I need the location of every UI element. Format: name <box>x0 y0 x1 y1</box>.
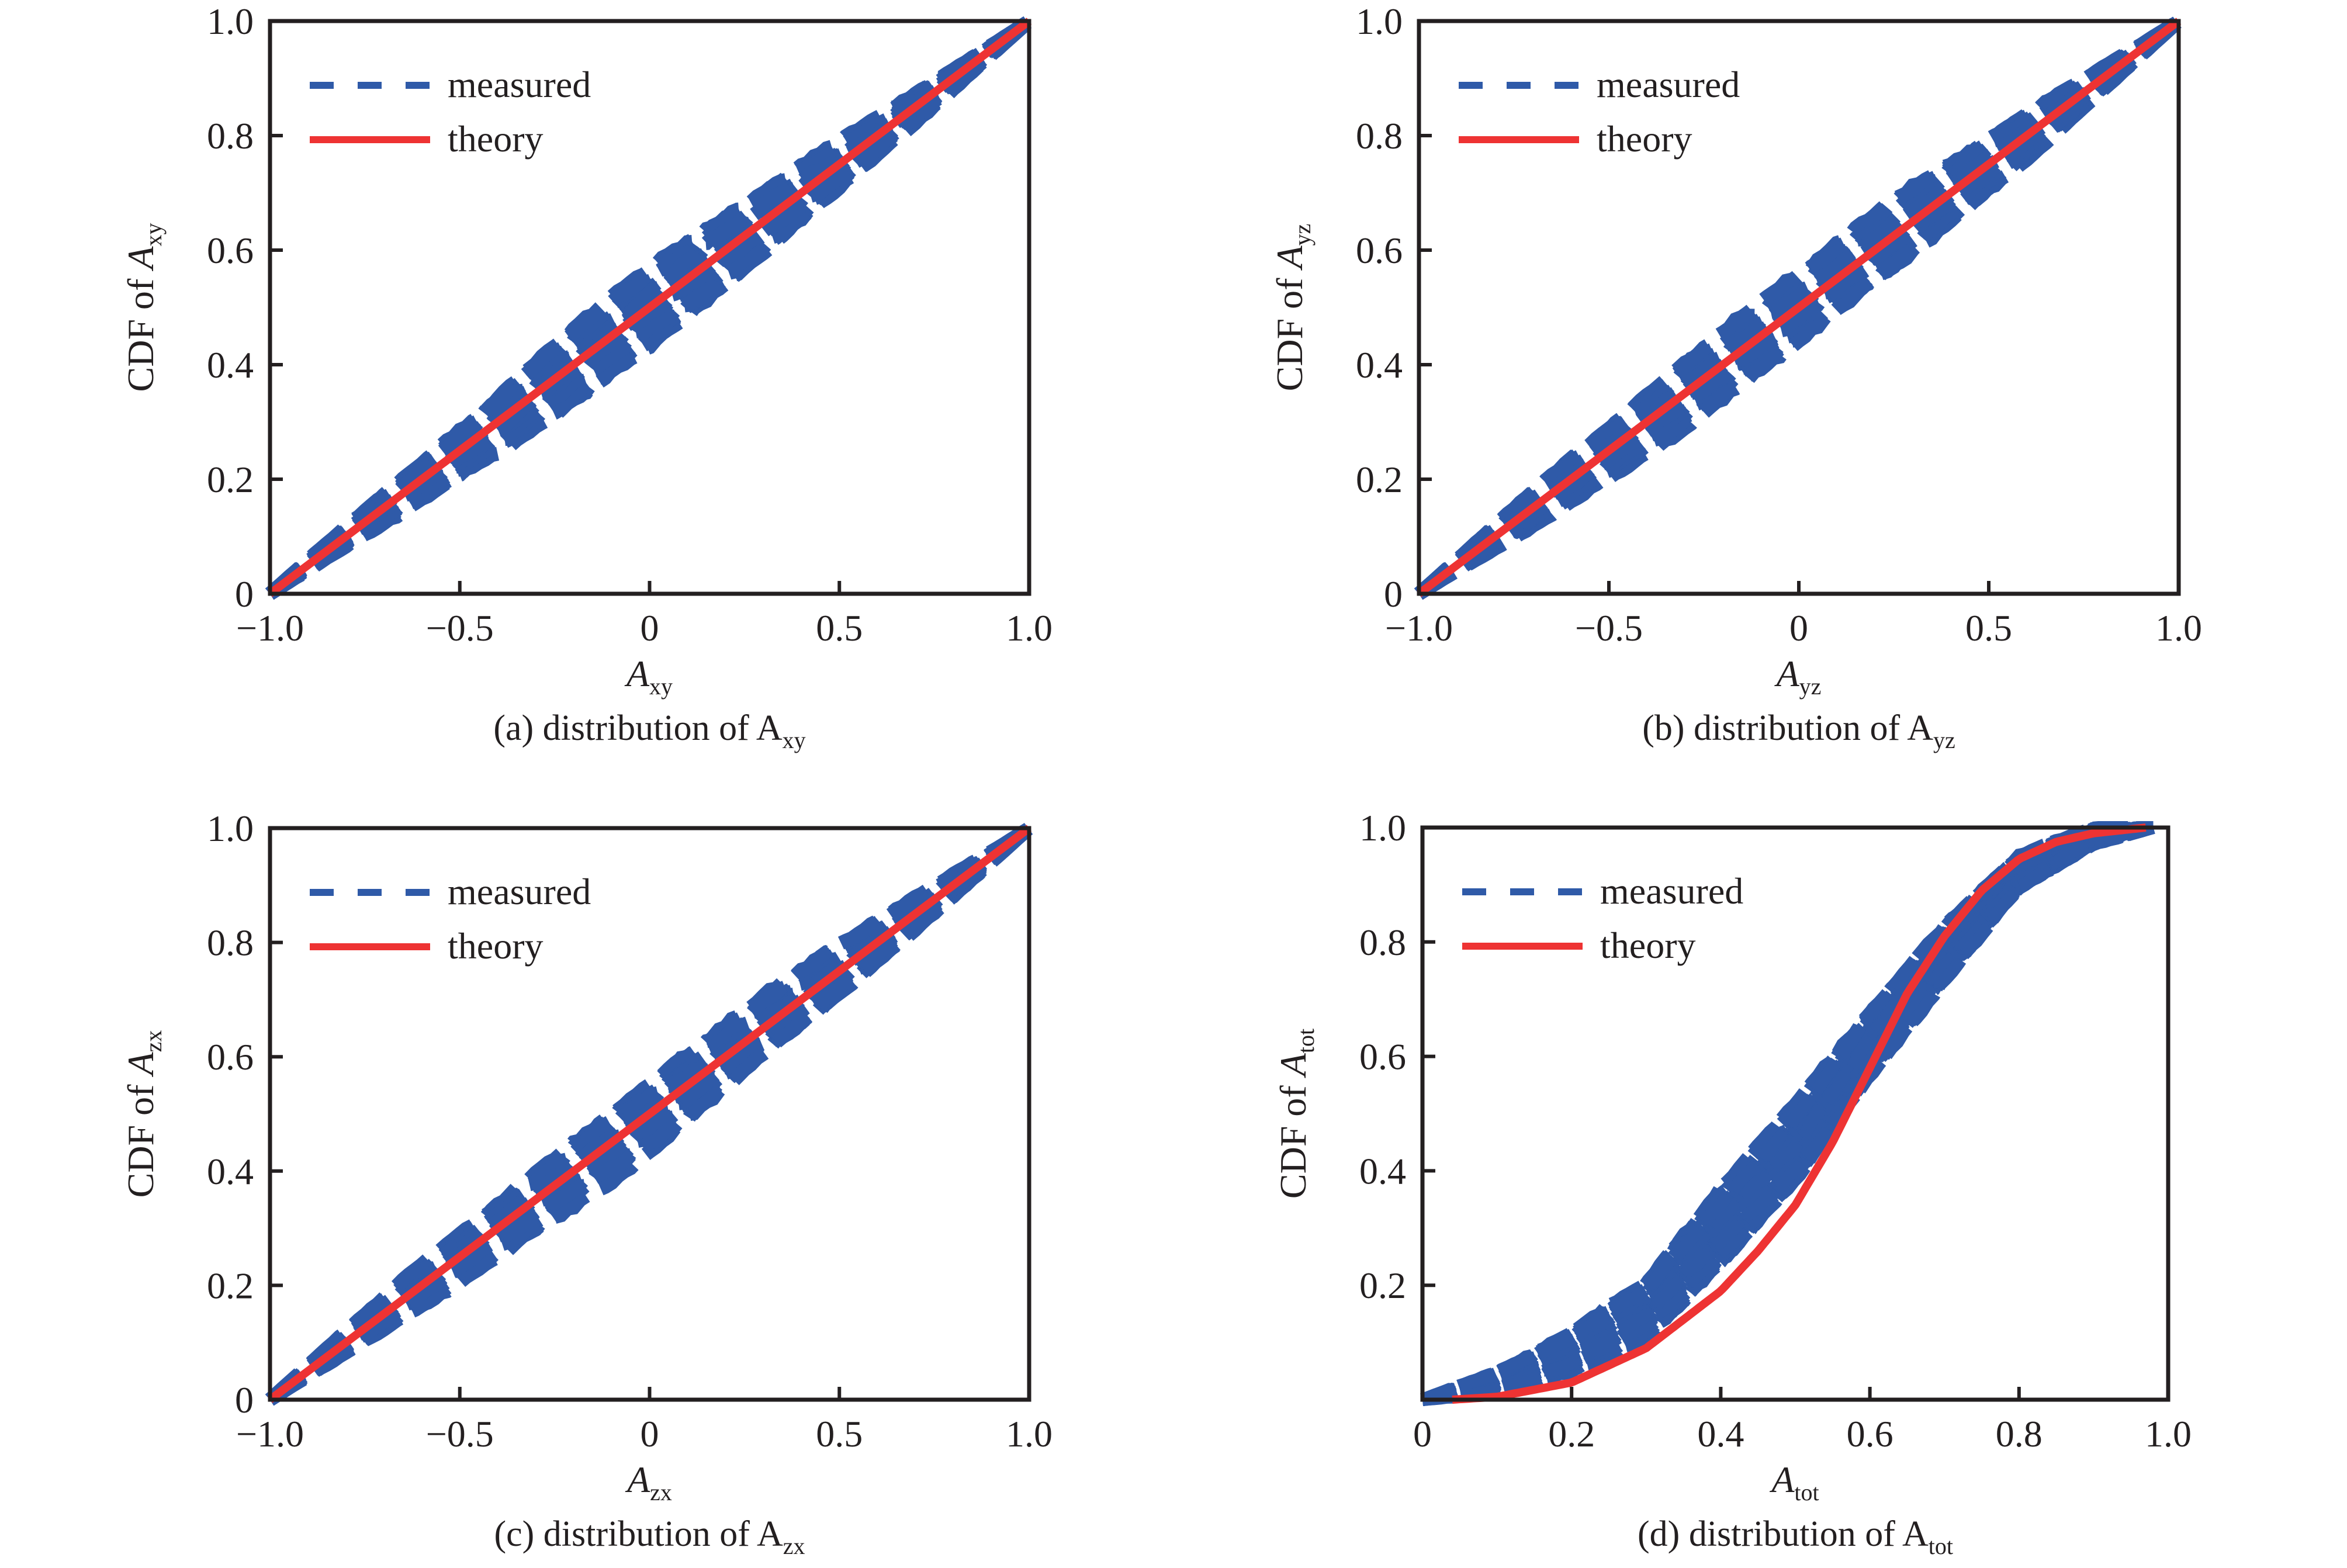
measured-curve <box>1414 15 2183 600</box>
x-tick-label: 1.0 <box>1006 1413 1053 1455</box>
y-tick-label: 0.2 <box>1359 1265 1406 1306</box>
x-tick-label: 0.2 <box>1548 1413 1595 1455</box>
panel-caption: (d) distribution of Atot <box>1638 1514 1953 1559</box>
y-tick-label: 0.6 <box>1359 1036 1406 1078</box>
x-tick-label: 1.0 <box>1006 607 1053 649</box>
series-measured <box>1420 821 2155 1406</box>
y-tick-label: 1.0 <box>207 808 254 849</box>
x-tick-label: 0 <box>641 1413 659 1455</box>
legend: measured theory <box>1459 64 1740 160</box>
x-tick-label: 0.5 <box>1965 607 2012 649</box>
legend: measured theory <box>1462 870 1743 966</box>
panel-a: −1.0 −0.5 0 0.5 1.0 0 0.2 0.4 0.6 0.8 1.0 Axy CDF of… <box>120 1 1053 753</box>
y-tick-label: 0.4 <box>207 1151 254 1192</box>
theory-line <box>1452 823 2147 1404</box>
measured-curve <box>1420 821 2154 1406</box>
x-tick-label: 0 <box>641 607 659 649</box>
y-axis-title: CDF of Azx <box>120 1030 167 1198</box>
y-tick-label: 0.8 <box>207 922 254 964</box>
y-tick-label: 0.8 <box>1359 922 1406 963</box>
x-tick-label: −1.0 <box>236 607 304 649</box>
panel-caption: (a) distribution of Axy <box>493 708 805 753</box>
x-tick-label: 1.0 <box>2145 1413 2192 1455</box>
axes-frame <box>1420 825 2171 1402</box>
y-tick-label: 0.6 <box>207 1036 254 1078</box>
x-tick-label: −0.5 <box>1575 607 1643 649</box>
legend-measured-label: measured <box>1600 870 1743 912</box>
y-tick-label: 0.2 <box>1356 459 1403 500</box>
x-tick-label: −1.0 <box>236 1413 304 1455</box>
y-tick-label: 0.8 <box>1356 115 1403 157</box>
y-axis-title: CDF of Atot <box>1272 1029 1319 1199</box>
plot-area <box>265 15 1034 600</box>
y-tick-label: 1.0 <box>1359 807 1406 849</box>
x-tick-label: 0.5 <box>816 607 863 649</box>
panel-b: −1.0 −0.5 0 0.5 1.0 0 0.2 0.4 0.6 0.8 1.0 Ayz CDF of… <box>1269 1 2202 753</box>
measured-curve <box>266 822 1034 1406</box>
legend-theory-label: theory <box>1597 118 1692 160</box>
x-tick-label: 0.5 <box>816 1413 863 1455</box>
x-axis-title: Azx <box>625 1459 672 1505</box>
measured-curve <box>266 822 1034 1406</box>
y-axis-title: CDF of Ayz <box>1269 224 1316 392</box>
x-tick-label: 0.6 <box>1847 1413 1893 1455</box>
legend-measured-label: measured <box>1597 64 1740 105</box>
y-axis-title: CDF of Axy <box>120 223 167 392</box>
y-tick-label: 0.4 <box>1359 1150 1406 1192</box>
x-axis-title: Axy <box>624 653 673 700</box>
plot-area <box>1414 15 2184 600</box>
plot-area <box>1420 821 2155 1406</box>
x-tick-label: 0.8 <box>1996 1413 2043 1455</box>
x-axis-title: Atot <box>1769 1459 1819 1505</box>
y-tick-label: 0.4 <box>207 344 254 386</box>
y-tick-label: 0 <box>235 573 254 615</box>
y-tick-label: 0.2 <box>207 459 254 500</box>
theory-line <box>1416 18 2182 597</box>
theory-line <box>267 825 1032 1403</box>
plot-area <box>265 822 1034 1406</box>
y-tick-label: 0.6 <box>207 230 254 271</box>
legend-theory-label: theory <box>448 925 544 967</box>
x-tick-label: −1.0 <box>1385 607 1453 649</box>
y-tick-label: 0.8 <box>207 115 254 157</box>
theory-line <box>267 18 1032 597</box>
measured-curve <box>266 15 1034 600</box>
x-tick-label: −0.5 <box>426 607 494 649</box>
measured-curve <box>1415 15 2183 600</box>
measured-curve <box>1421 821 2155 1406</box>
legend: measured theory <box>310 871 591 967</box>
legend: measured theory <box>310 64 591 160</box>
x-tick-label: −0.5 <box>426 1413 494 1455</box>
y-tick-label: 0 <box>1384 573 1403 615</box>
y-tick-label: 1.0 <box>1356 1 1403 42</box>
y-tick-label: 0.2 <box>207 1265 254 1306</box>
y-tick-label: 0.6 <box>1356 230 1403 271</box>
x-tick-label: 1.0 <box>2155 607 2202 649</box>
panel-caption: (b) distribution of Ayz <box>1642 708 1955 753</box>
legend-measured-label: measured <box>448 64 591 105</box>
panel-c: −1.0 −0.5 0 0.5 1.0 0 0.2 0.4 0.6 0.8 1.0 Azx CDF of… <box>120 808 1053 1559</box>
legend-measured-label: measured <box>448 871 591 912</box>
x-tick-label: 0.4 <box>1697 1413 1744 1455</box>
panel-d: 0 0.2 0.4 0.6 0.8 1.0 0.2 0.4 0.6 0.8 1.0 Atot CDF o… <box>1272 807 2192 1559</box>
legend-theory-label: theory <box>448 118 544 160</box>
panel-caption: (c) distribution of Azx <box>494 1514 805 1559</box>
y-tick-label: 0 <box>235 1379 254 1421</box>
y-tick-label: 1.0 <box>207 1 254 42</box>
legend-theory-label: theory <box>1600 925 1696 966</box>
x-tick-label: 0 <box>1789 607 1808 649</box>
x-tick-label: 0 <box>1413 1413 1432 1455</box>
x-axis-title: Ayz <box>1774 653 1822 700</box>
y-tick-label: 0.4 <box>1356 344 1403 386</box>
